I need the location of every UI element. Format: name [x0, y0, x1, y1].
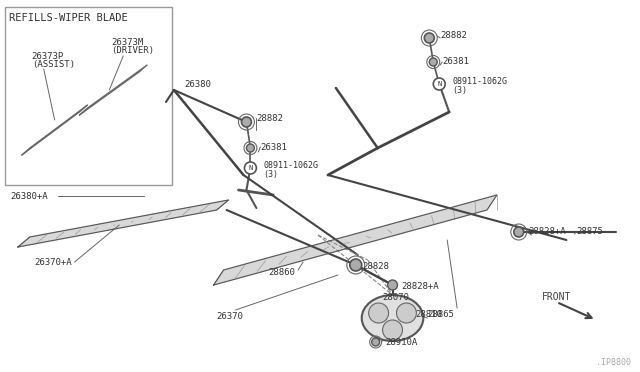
- Text: 28828: 28828: [363, 262, 390, 271]
- Circle shape: [369, 303, 388, 323]
- Circle shape: [246, 144, 255, 152]
- Circle shape: [388, 280, 397, 290]
- Ellipse shape: [362, 295, 423, 341]
- Circle shape: [433, 78, 445, 90]
- Text: 08911-1062G: 08911-1062G: [452, 77, 507, 86]
- Text: FRONT: FRONT: [541, 292, 571, 302]
- Text: 26380+A: 26380+A: [10, 192, 47, 201]
- Polygon shape: [214, 195, 497, 285]
- Circle shape: [424, 33, 435, 43]
- Text: 28810: 28810: [415, 310, 442, 319]
- Text: 26373M: 26373M: [111, 38, 143, 47]
- Text: 26370: 26370: [216, 312, 243, 321]
- Circle shape: [383, 320, 403, 340]
- Text: 26370+A: 26370+A: [35, 258, 72, 267]
- Text: N: N: [437, 81, 442, 87]
- Text: 28828+A: 28828+A: [401, 282, 439, 291]
- Text: 26380: 26380: [184, 80, 211, 89]
- Circle shape: [350, 259, 362, 271]
- Text: 28828+A: 28828+A: [529, 227, 566, 236]
- Text: 28860: 28860: [268, 268, 295, 277]
- Text: 28875: 28875: [577, 227, 604, 236]
- Circle shape: [429, 58, 437, 66]
- Circle shape: [372, 338, 380, 346]
- Text: (3): (3): [452, 86, 467, 95]
- Text: 28865: 28865: [428, 310, 454, 319]
- Text: 28910A: 28910A: [385, 338, 418, 347]
- Polygon shape: [18, 200, 228, 247]
- Polygon shape: [22, 105, 88, 155]
- Text: 28882: 28882: [257, 114, 284, 123]
- Circle shape: [514, 227, 524, 237]
- Text: 28070: 28070: [383, 293, 410, 302]
- Text: 28882: 28882: [440, 31, 467, 40]
- Bar: [5, 7, 172, 185]
- Text: 26381: 26381: [260, 143, 287, 152]
- Text: 08911-1062G: 08911-1062G: [263, 161, 318, 170]
- Circle shape: [244, 162, 257, 174]
- Text: (DRIVER): (DRIVER): [111, 46, 154, 55]
- Text: 26381: 26381: [442, 57, 469, 66]
- Text: REFILLS-WIPER BLADE: REFILLS-WIPER BLADE: [9, 13, 128, 23]
- Text: N: N: [248, 165, 253, 171]
- Polygon shape: [79, 65, 147, 115]
- Text: (3): (3): [263, 170, 278, 179]
- Text: 26373P: 26373P: [32, 52, 64, 61]
- Text: .IP8800: .IP8800: [596, 358, 631, 367]
- Text: (ASSIST): (ASSIST): [32, 60, 75, 69]
- Circle shape: [241, 117, 252, 127]
- Circle shape: [397, 303, 417, 323]
